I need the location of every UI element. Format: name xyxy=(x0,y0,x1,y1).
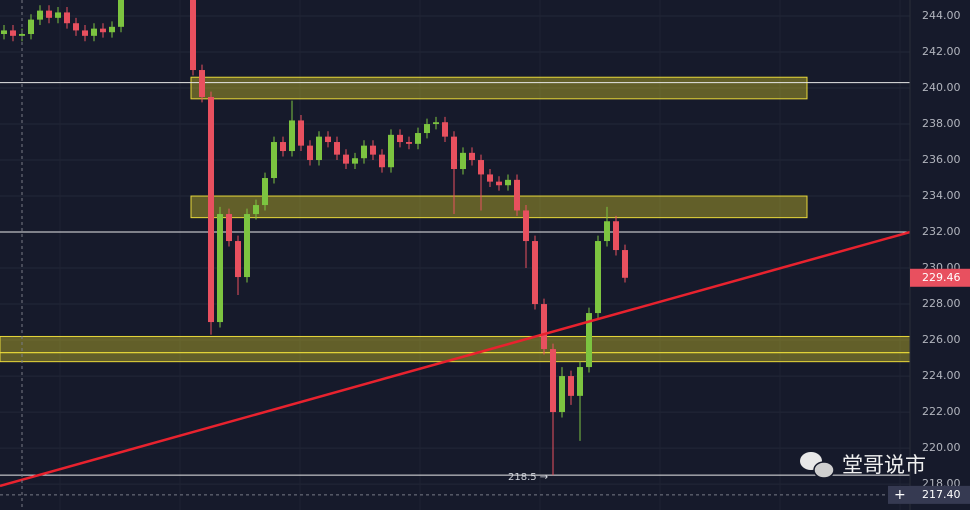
candle-body xyxy=(118,0,124,27)
y-tick-label: 240.00 xyxy=(922,81,961,94)
candle-body xyxy=(334,142,340,155)
candle-body xyxy=(397,134,403,143)
candle-body xyxy=(586,313,592,368)
candle-body xyxy=(604,221,610,242)
candle-body xyxy=(82,30,88,36)
candle-body xyxy=(1,30,7,35)
candle-body xyxy=(442,122,448,137)
candle-body xyxy=(10,30,16,36)
trendline xyxy=(0,230,910,488)
zone xyxy=(0,335,910,354)
candle-body xyxy=(271,142,277,179)
candle-body xyxy=(316,136,322,161)
zone xyxy=(190,76,808,100)
candle-body xyxy=(244,214,250,278)
candle-body xyxy=(289,120,295,152)
candle-body xyxy=(100,28,106,33)
watermark-text: 堂哥说市 xyxy=(842,453,926,477)
candle-body xyxy=(622,250,628,278)
y-tick-label: 232.00 xyxy=(922,225,961,238)
candle-body xyxy=(613,221,619,251)
candle-body xyxy=(532,241,538,305)
candle-body xyxy=(370,145,376,155)
y-tick-label: 224.00 xyxy=(922,369,961,382)
candle-body xyxy=(28,19,34,35)
crosshair-plus: + xyxy=(894,487,906,503)
y-tick-label: 242.00 xyxy=(922,45,961,58)
crosshair-label: 217.40 xyxy=(922,488,961,501)
candle-body xyxy=(298,120,304,146)
candle-body xyxy=(253,205,259,215)
candle-body xyxy=(199,70,205,98)
last-price-label: 229.46 xyxy=(922,271,961,284)
candle-body xyxy=(190,0,196,71)
candle-body xyxy=(496,181,502,186)
candle-body xyxy=(514,179,520,211)
watermark: 堂哥说市 xyxy=(800,452,926,479)
candle-body xyxy=(505,179,511,186)
candle-body xyxy=(379,154,385,168)
candle-body xyxy=(217,214,223,323)
candle-body xyxy=(577,367,583,396)
candle-body xyxy=(424,124,430,134)
candle-body xyxy=(451,136,457,170)
candle-body xyxy=(568,376,574,396)
zone xyxy=(190,195,808,219)
candle-body xyxy=(487,174,493,182)
candle-body xyxy=(460,152,466,170)
candle-body xyxy=(469,152,475,161)
y-tick-label: 236.00 xyxy=(922,153,961,166)
candle-body xyxy=(559,376,565,413)
y-tick-label: 228.00 xyxy=(922,297,961,310)
candle-body xyxy=(388,134,394,168)
wechat-icon xyxy=(813,461,835,479)
y-tick-label: 220.00 xyxy=(922,441,961,454)
candle-body xyxy=(73,23,79,31)
y-tick-label: 234.00 xyxy=(922,189,961,202)
candle-body xyxy=(226,214,232,242)
candle-body xyxy=(550,349,556,413)
candle-body xyxy=(262,178,268,206)
candle-body xyxy=(307,145,313,161)
price-axis: 218.00220.00222.00224.00226.00228.00230.… xyxy=(888,0,970,510)
candle-body xyxy=(46,10,52,18)
candle-body xyxy=(19,34,25,36)
zone xyxy=(0,352,910,363)
candle-body xyxy=(64,12,70,24)
candle-body xyxy=(361,145,367,159)
candle-body xyxy=(208,97,214,323)
candle-body xyxy=(595,241,601,314)
y-tick-label: 222.00 xyxy=(922,405,961,418)
y-tick-label: 226.00 xyxy=(922,333,961,346)
candle-body xyxy=(91,28,97,36)
candle-body xyxy=(37,10,43,20)
axis-bg xyxy=(910,0,970,510)
candle-body xyxy=(280,142,286,152)
y-tick-label: 238.00 xyxy=(922,117,961,130)
candle-body xyxy=(541,304,547,350)
low-marker: 218.5 → xyxy=(508,472,548,483)
candle-body xyxy=(235,241,241,278)
candle-body xyxy=(325,136,331,143)
candle-body xyxy=(55,12,61,18)
candle-body xyxy=(523,210,529,242)
candle-body xyxy=(415,133,421,144)
y-tick-label: 244.00 xyxy=(922,9,961,22)
candle-body xyxy=(406,142,412,144)
plot: 218.5 → xyxy=(0,0,910,496)
candle-body xyxy=(109,26,115,33)
candle-body xyxy=(478,160,484,175)
crosshair-box xyxy=(888,485,970,504)
last-price-box xyxy=(910,268,970,287)
candle-body xyxy=(343,154,349,164)
candle-body xyxy=(433,122,439,125)
candle-body xyxy=(352,158,358,164)
